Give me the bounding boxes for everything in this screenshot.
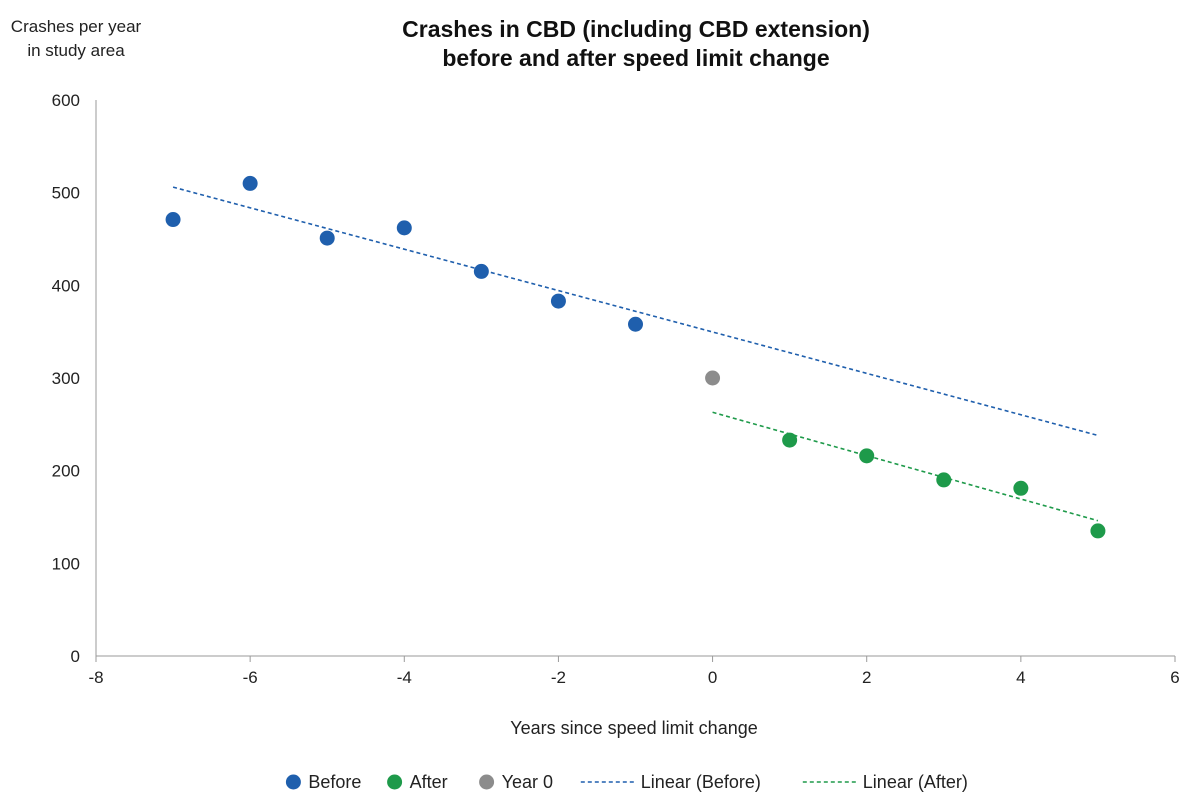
x-tick-label: 6 [1170, 668, 1179, 687]
point-after [936, 472, 952, 488]
y-tick-label: 100 [52, 554, 80, 573]
y-tick-label: 400 [52, 276, 80, 295]
point-before [473, 263, 489, 279]
legend-label: Linear (After) [863, 772, 968, 792]
x-tick-label: 2 [862, 668, 871, 687]
chart-title-line-1: Crashes in CBD (including CBD extension) [402, 16, 870, 42]
legend-item-linear-after: Linear (After) [802, 772, 968, 792]
data-points [165, 175, 1106, 539]
legend-marker [285, 774, 301, 790]
y-axis-label: Crashes per year in study area [11, 17, 142, 60]
point-before [628, 316, 643, 332]
y-tick-label: 0 [71, 647, 80, 666]
trendline-linear-after [712, 411, 1099, 522]
legend-item-before: Before [285, 772, 361, 792]
y-tick-label: 200 [52, 462, 80, 481]
legend-item-after: After [387, 772, 448, 792]
point-before [165, 212, 181, 228]
point-after [782, 432, 798, 448]
y-tick-label: 300 [52, 369, 80, 388]
point-before [550, 293, 566, 309]
axes: -8 -6 -4 -2 0 2 4 6 0 100 200 300 400 500 600 [52, 91, 1179, 687]
trendline-linear-before [172, 186, 1099, 437]
y-tick-label: 500 [52, 184, 80, 203]
legend-label: Before [308, 772, 361, 792]
chart-title: Crashes in CBD (including CBD extension)… [402, 16, 870, 71]
point-after [1013, 480, 1029, 496]
x-axis-label: Years since speed limit change [510, 718, 757, 738]
legend-label: Linear (Before) [641, 772, 761, 792]
legend-item-linear-before: Linear (Before) [580, 772, 761, 792]
x-tick-label: -4 [397, 668, 412, 687]
legend-label: Year 0 [502, 772, 553, 792]
point-year-0 [705, 370, 721, 386]
trendlines [172, 186, 1099, 522]
y-tick-label: 600 [52, 91, 80, 110]
point-before [319, 230, 335, 246]
x-tick-label: 0 [708, 668, 717, 687]
y-axis-label-line-2: in study area [27, 41, 125, 60]
legend-item-year-0: Year 0 [479, 772, 553, 792]
point-before [242, 175, 258, 191]
legend-marker [387, 774, 403, 790]
x-tick-label: -6 [243, 668, 258, 687]
chart-title-line-2: before and after speed limit change [442, 45, 829, 71]
point-before [396, 220, 412, 236]
legend: Before After Year 0 Linear (Before) Linear (… [285, 772, 968, 792]
legend-marker [479, 774, 495, 790]
legend-label: After [410, 772, 448, 792]
point-after [1090, 523, 1106, 539]
x-tick-label: -8 [88, 668, 103, 687]
point-after [859, 448, 875, 464]
y-axis-label-line-1: Crashes per year [11, 17, 142, 36]
x-tick-label: -2 [551, 668, 566, 687]
x-tick-label: 4 [1016, 668, 1025, 687]
